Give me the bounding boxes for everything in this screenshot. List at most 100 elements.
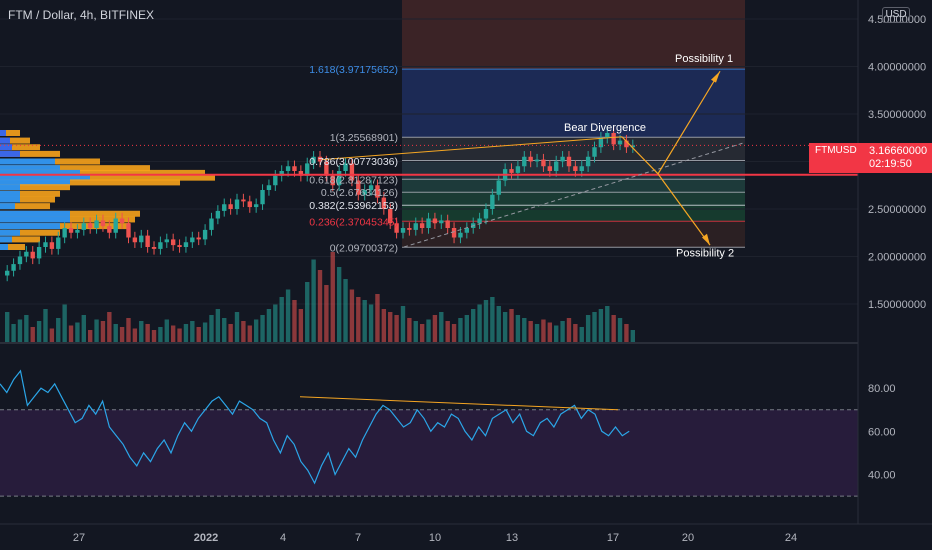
time-tick-label: 13	[506, 532, 518, 544]
candle-body	[126, 223, 131, 238]
volume-bar	[579, 327, 584, 342]
candle-body	[464, 228, 470, 233]
rsi-band-fill	[0, 409, 858, 497]
volume-bar	[451, 324, 457, 342]
volume-profile-row	[0, 210, 70, 217]
candle-body	[324, 161, 329, 176]
candle-body	[483, 209, 489, 219]
possibility-2-label: Possibility 2	[676, 248, 734, 260]
volume-profile-row	[0, 130, 6, 136]
volume-bar	[400, 306, 406, 342]
candle-body	[496, 180, 501, 195]
fib-1618-band	[402, 69, 745, 138]
last-price-label: 3.16660000	[869, 145, 928, 157]
volume-profile-row	[0, 169, 80, 176]
candle-body	[170, 239, 176, 246]
bar-countdown-label: 02:19:50	[869, 158, 912, 170]
volume-bar	[113, 324, 118, 342]
volume-profile-row	[0, 196, 55, 203]
candle-body	[624, 140, 629, 148]
volume-bar	[324, 285, 329, 342]
rsi-tick-label: 60.00	[868, 426, 896, 438]
candle-body	[419, 223, 425, 228]
volume-profile-row	[0, 244, 8, 250]
candle-body	[407, 228, 412, 230]
volume-profile-row	[0, 196, 20, 203]
dashed-trendline	[403, 142, 746, 248]
time-tick-label: 20	[682, 532, 694, 544]
price-tick-label: 4.00000000	[868, 62, 926, 74]
candle-body	[317, 156, 323, 162]
volume-bar	[170, 325, 176, 342]
candle-body	[202, 229, 208, 240]
candle-body	[81, 223, 86, 230]
candle-body	[554, 161, 559, 171]
candle-body	[87, 223, 93, 228]
volume-bar	[215, 309, 221, 342]
candle-body	[298, 171, 304, 176]
grid-lines	[0, 18, 858, 344]
candle-body	[234, 199, 240, 209]
fib-level-label: 0.618(2.81287123)	[309, 174, 398, 186]
volume-profile-row	[0, 144, 40, 151]
volume-bar	[260, 315, 265, 342]
volume-bar	[336, 267, 342, 342]
candle-body	[113, 218, 118, 233]
currency-selector[interactable]: USD	[882, 7, 910, 23]
volume-bar	[253, 319, 259, 342]
volume-bar	[509, 309, 514, 342]
time-tick-label: 24	[785, 532, 797, 544]
candle-body	[630, 145, 635, 148]
volume-bar	[24, 315, 29, 342]
volume-bar	[330, 252, 335, 342]
candle-body	[528, 156, 533, 162]
candle-body	[356, 180, 361, 195]
candle-body	[336, 171, 342, 186]
candle-body	[522, 156, 527, 167]
volume-bar	[515, 315, 521, 342]
candle-body	[343, 163, 348, 171]
candle-body	[222, 204, 227, 211]
candle-body	[560, 156, 565, 162]
candle-body	[541, 159, 546, 167]
volume-profile-row	[0, 244, 25, 250]
volume-bar	[177, 328, 182, 342]
volume-bar	[394, 315, 399, 342]
candle-body	[547, 166, 553, 171]
candle-body	[164, 239, 169, 243]
candle-body	[362, 190, 367, 195]
candle-body	[439, 220, 444, 224]
volume-bar	[285, 289, 291, 342]
volume-profile-row	[0, 229, 60, 236]
candle-body	[36, 247, 42, 259]
volume-bar	[132, 328, 138, 342]
time-tick-label: 4	[280, 532, 286, 544]
volume-bar	[298, 309, 304, 342]
volume-bar	[624, 324, 629, 342]
volume-profile-row	[0, 137, 10, 144]
fib-level-label: 1(3.25568901)	[330, 132, 398, 144]
candle-body	[17, 256, 23, 265]
possibility-1-label: Possibility 1	[675, 53, 733, 65]
volume-bar	[17, 319, 23, 342]
candle-body	[228, 204, 233, 209]
rsi-pane	[0, 369, 858, 497]
volume-bar	[496, 306, 501, 342]
volume-bar	[151, 330, 157, 342]
volume-bar	[349, 289, 355, 342]
volume-bar	[483, 300, 489, 342]
volume-profile-row	[0, 150, 60, 157]
price-tick-label: 2.00000000	[868, 252, 926, 264]
volume-profile-row	[0, 229, 20, 236]
candle-body	[458, 232, 463, 238]
candle-body	[305, 163, 310, 176]
volume-profile-row	[0, 184, 70, 191]
candle-body	[605, 133, 610, 138]
candle-body	[56, 237, 61, 249]
candle-body	[311, 156, 316, 164]
volume-bar	[445, 321, 450, 342]
candle-body	[253, 204, 259, 208]
volume-profile-row	[0, 184, 20, 191]
volume-bar	[617, 318, 623, 342]
